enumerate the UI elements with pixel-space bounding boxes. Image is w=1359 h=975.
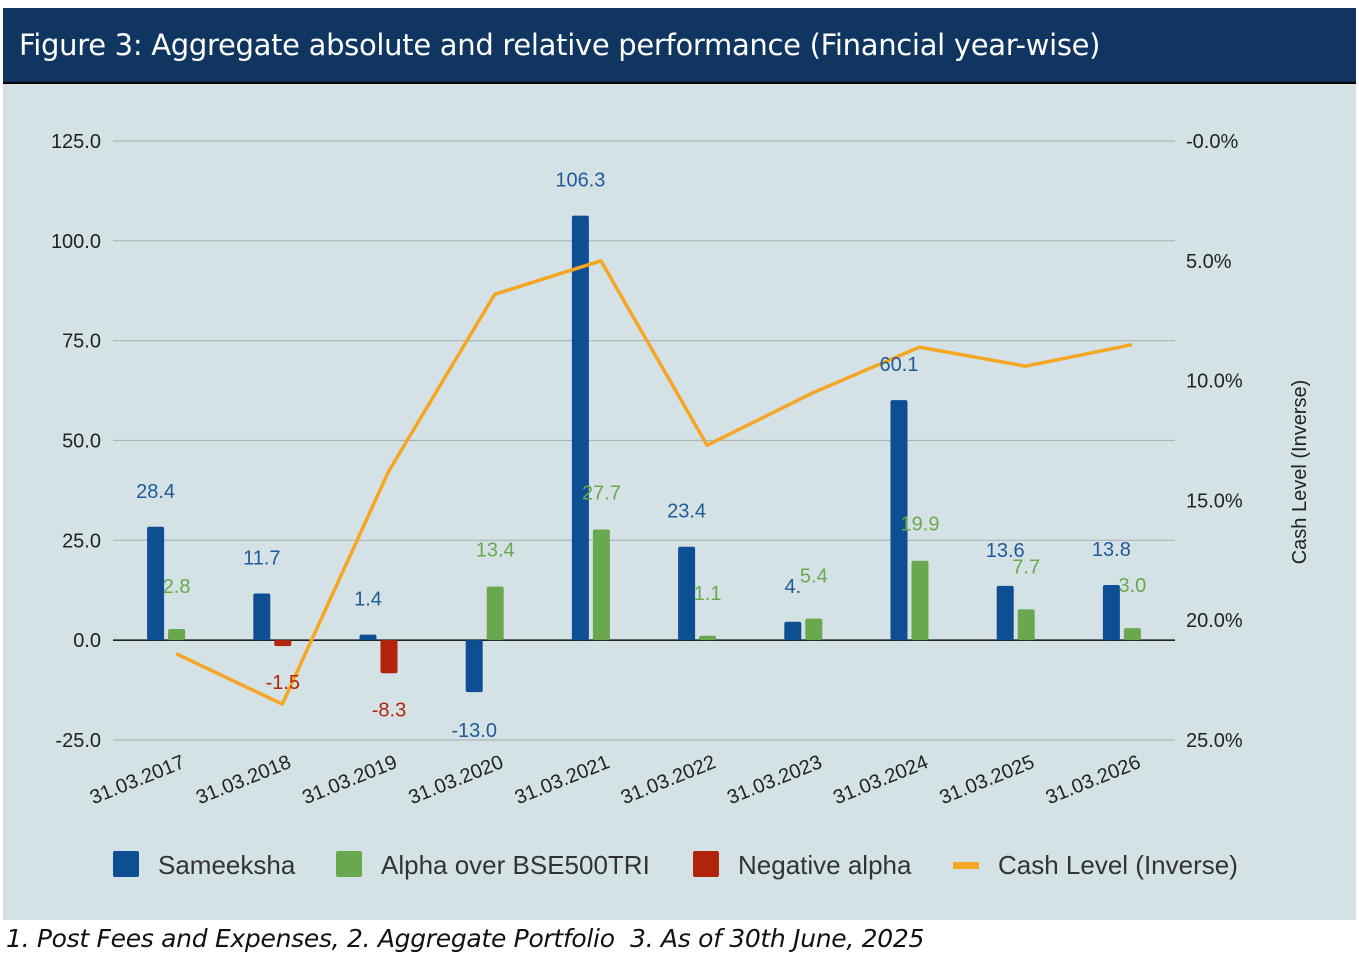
data-label: -13.0 [451,720,497,742]
x-tick-label: 31.03.2018 [193,751,294,809]
y-left-tick-label: 125.0 [51,131,101,153]
y-right-tick-label: 10.0% [1186,371,1243,393]
y-left-tick-label: 50.0 [62,431,101,453]
y-left-tick-label: 100.0 [51,231,101,253]
y-left-tick-label: 75.0 [62,331,101,353]
y-left-tick-label: -25.0 [55,730,101,752]
data-labels: 28.4 2.8 11.7 -1.5 1.4 -8.3 -13.0 13.4 106.3 27.7… [136,170,1146,742]
x-tick-label: 31.03.2026 [1043,751,1144,809]
axis-ticks: 125.0 100.0 75.0 50.0 25.0 0.0 -25.0 -0.0% 5.0% 1… [51,131,1243,809]
y-right-tick-label: 5.0% [1186,251,1232,273]
alpha-bar [1017,609,1035,641]
alpha-bar [592,529,610,641]
legend-label: Alpha over BSE500TRI [381,850,650,880]
gridlines [113,140,1175,741]
data-label: 106.3 [555,170,605,192]
x-tick-label: 31.03.2017 [87,751,188,809]
data-label: -1.5 [266,672,300,694]
data-label: 13.8 [1092,539,1131,561]
y-right-tick-label: 20.0% [1186,610,1243,632]
data-label: 7.7 [1012,556,1040,578]
data-label: -8.3 [372,699,406,721]
y-right-tick-label: -0.0% [1186,131,1238,153]
legend-label: Sameeksha [158,850,296,880]
sameeksha-bar [890,400,908,641]
x-tick-label: 31.03.2025 [937,751,1038,809]
sameeksha-bar [253,593,271,641]
data-label: 3.0 [1118,575,1146,597]
data-label: 4. [784,576,801,598]
legend: Sameeksha Alpha over BSE500TRI Negative al… [113,850,1238,880]
negative-alpha-bar [380,640,398,674]
data-label: 28.4 [136,481,175,503]
legend-swatch [693,851,719,877]
data-label: 13.4 [476,540,515,562]
data-label: 13.6 [986,540,1025,562]
legend-label: Negative alpha [738,850,912,880]
x-tick-label: 31.03.2022 [618,751,719,809]
right-axis-title: Cash Level (Inverse) [1289,380,1311,565]
data-label: 2.8 [163,576,191,598]
cash-line-group [175,259,1133,706]
sameeksha-bar [996,585,1014,641]
alpha-bar [699,635,717,641]
data-label: 1.4 [354,589,382,611]
sameeksha-bar [147,526,165,641]
sameeksha-bar [465,640,483,693]
sameeksha-bar [1102,585,1120,641]
sameeksha-bar [571,215,589,641]
cash-level-line [175,259,1133,706]
sameeksha-bar [359,634,377,641]
data-label: 5.4 [800,566,828,588]
y-left-tick-label: 0.0 [73,630,101,652]
sameeksha-bar [678,546,696,641]
data-label: 19.9 [901,514,940,536]
data-label: 1.1 [694,583,722,605]
alpha-bar [168,628,186,641]
y-right-tick-label: 25.0% [1186,730,1243,752]
figure-title: Figure 3: Aggregate absolute and relativ… [3,8,1356,84]
alpha-bar [911,560,929,641]
alpha-bar [1123,628,1141,641]
negative-alpha-bar [274,640,292,647]
chart-panel: 28.4 2.8 11.7 -1.5 1.4 -8.3 -13.0 13.4 106.3 27.7… [3,84,1356,920]
x-tick-label: 31.03.2019 [299,751,400,809]
data-label: 27.7 [582,483,621,505]
y-left-tick-label: 25.0 [62,530,101,552]
x-tick-label: 31.03.2021 [512,751,613,809]
y-right-tick-label: 15.0% [1186,490,1243,512]
footnote: 1. Post Fees and Expenses, 2. Aggregate … [6,924,925,953]
x-tick-label: 31.03.2023 [724,751,825,809]
sameeksha-bar [784,621,802,641]
x-tick-label: 31.03.2020 [406,751,507,809]
alpha-bar [805,618,823,641]
legend-label: Cash Level (Inverse) [998,850,1238,880]
x-tick-label: 31.03.2024 [830,751,931,809]
chart: 28.4 2.8 11.7 -1.5 1.4 -8.3 -13.0 13.4 106.3 27.7… [51,131,1311,880]
bars [147,215,1141,693]
legend-swatch [113,851,139,877]
legend-swatch [953,862,979,869]
data-label: 23.4 [667,501,706,523]
alpha-bar [486,586,504,641]
data-label: 60.1 [880,354,919,376]
legend-swatch [336,851,362,877]
data-label: 11.7 [243,547,280,569]
